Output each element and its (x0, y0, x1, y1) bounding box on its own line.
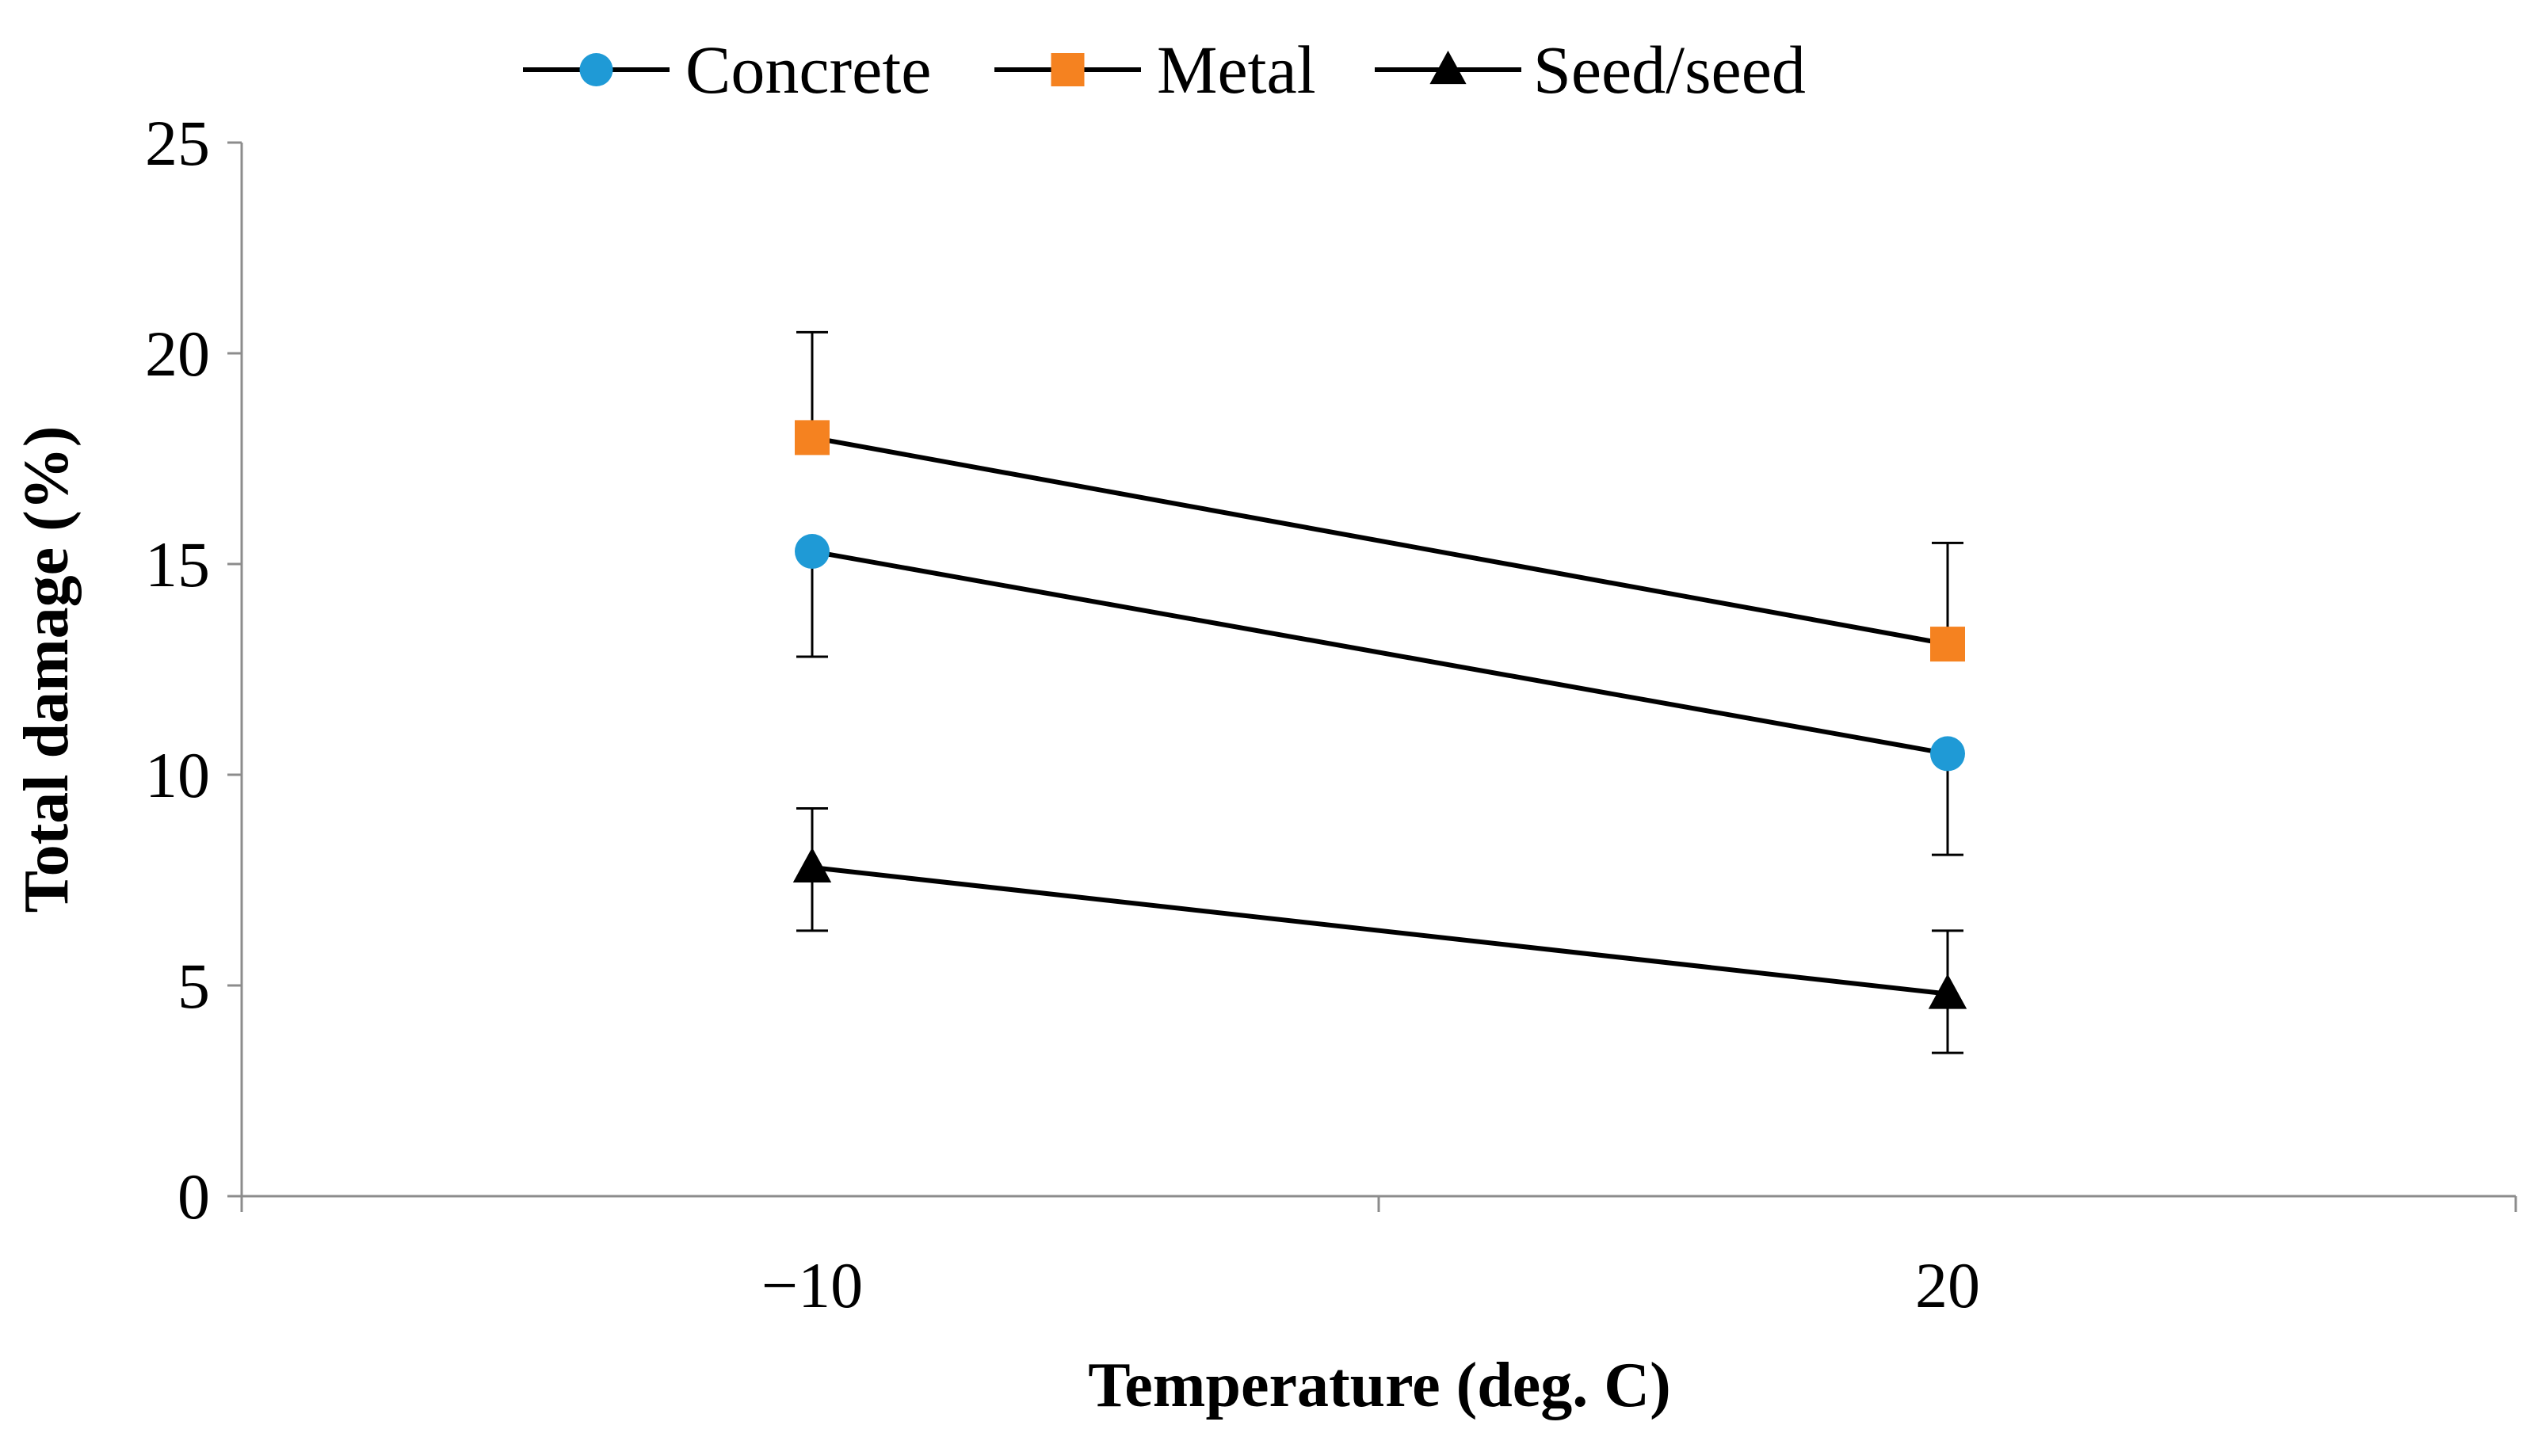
y-tick-label: 0 (177, 1161, 210, 1233)
legend-marker-metal (1051, 53, 1085, 86)
series-markers (792, 420, 1967, 1009)
legend-label-seed-seed: Seed/seed (1533, 32, 1806, 108)
seed-seed-point (792, 847, 832, 883)
legend-item-seed-seed: Seed/seed (1375, 32, 1806, 108)
metal-point (1930, 627, 1965, 662)
metal-point (795, 420, 830, 455)
y-tick-label: 15 (145, 528, 210, 600)
legend-marker-seed-seed (1429, 50, 1467, 85)
legend-item-metal: Metal (994, 32, 1316, 108)
axes: 0 5 10 15 20 25 −10 20 (145, 107, 2517, 1321)
y-tick-label: 5 (177, 950, 210, 1022)
error-bars (796, 330, 1963, 1054)
legend-item-concrete: Concrete (523, 32, 931, 108)
legend: Concrete Metal Seed/seed (523, 32, 1806, 108)
seed-seed-line (811, 865, 1948, 997)
concrete-point (1930, 736, 1965, 772)
y-axis-title: Total damage (%) (12, 426, 82, 913)
metal-line (811, 435, 1948, 647)
y-tick-label: 10 (145, 739, 210, 811)
seed-seed-point (1928, 974, 1967, 1009)
legend-label-concrete: Concrete (685, 32, 931, 108)
y-tick-label: 25 (145, 107, 210, 179)
y-tick-label: 20 (145, 318, 210, 390)
x-tick-label: 20 (1915, 1249, 1980, 1321)
x-tick-label: −10 (761, 1249, 863, 1321)
concrete-point (795, 534, 830, 570)
concrete-line (811, 549, 1948, 757)
x-axis-title: Temperature (deg. C) (1088, 1351, 1670, 1420)
legend-label-metal: Metal (1157, 32, 1316, 108)
series-lines (811, 435, 1948, 997)
legend-marker-concrete (579, 53, 613, 86)
